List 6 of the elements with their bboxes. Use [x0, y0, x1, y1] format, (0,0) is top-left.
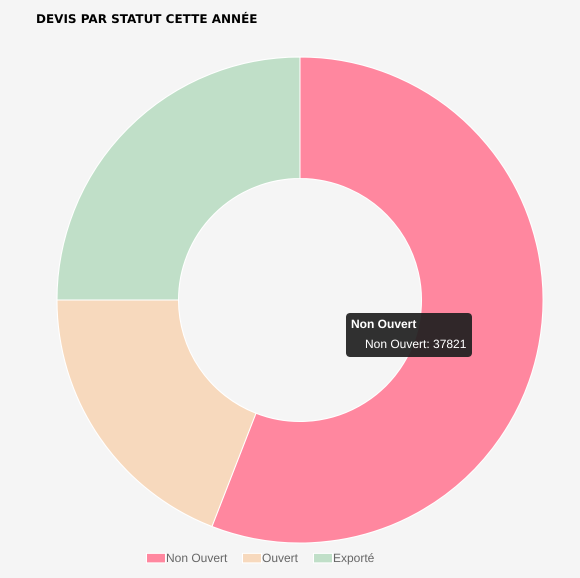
legend-label: Ouvert	[262, 551, 299, 566]
legend-label: Non Ouvert	[166, 551, 228, 566]
text: Non Ouvert	[351, 317, 416, 331]
chart-title: DEVIS PAR STATUT CETTE ANNÉE	[36, 11, 258, 26]
text: Non Ouvert: 37821	[365, 337, 467, 351]
legend-label: Exporté	[333, 551, 375, 566]
